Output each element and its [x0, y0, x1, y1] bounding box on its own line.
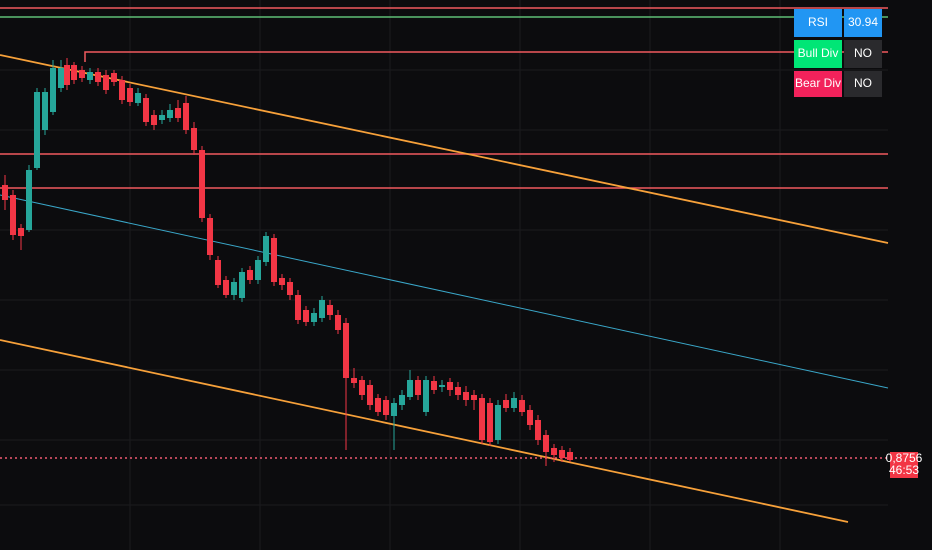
candle-body: [175, 108, 181, 118]
table-value: 30.94: [848, 15, 878, 29]
candle-body: [567, 452, 573, 460]
table-cell: [794, 40, 842, 68]
table-cell: [844, 9, 882, 37]
candle-body: [383, 400, 389, 415]
candle-body: [58, 68, 64, 88]
table-label: RSI: [808, 15, 828, 29]
candle-body: [375, 398, 381, 412]
candle-body: [263, 236, 269, 262]
candle-body: [111, 73, 117, 82]
candle-body: [10, 195, 16, 235]
candle-body: [367, 385, 373, 405]
candle-body: [247, 270, 253, 280]
candle-body: [407, 380, 413, 397]
candle-body: [527, 410, 533, 425]
table-value: NO: [854, 76, 872, 90]
candle-body: [135, 93, 141, 103]
candle-body: [231, 282, 237, 295]
table-label: Bear Div: [795, 76, 841, 90]
candles: [2, 58, 573, 466]
table-cell: [794, 9, 842, 37]
price-label: 0,8756 46:53: [886, 451, 923, 478]
candle-body: [34, 92, 40, 168]
candle-body: [503, 400, 509, 408]
candle-body: [495, 405, 501, 440]
candle-body: [79, 70, 85, 78]
candle-body: [303, 310, 309, 322]
candle-body: [519, 400, 525, 412]
candle-body: [103, 75, 109, 90]
candle-body: [26, 170, 32, 230]
table-cell: [844, 71, 882, 97]
candle-body: [439, 385, 445, 387]
candle-body: [551, 448, 557, 455]
candle-body: [127, 88, 133, 102]
resistance-line: [84, 51, 888, 62]
candle-body: [183, 103, 189, 130]
candle-body: [391, 403, 397, 416]
candle-body: [199, 150, 205, 218]
candle-body: [487, 403, 493, 442]
candle-body: [423, 380, 429, 412]
table-cell: [844, 40, 882, 68]
candle-body: [351, 378, 357, 383]
candle-body: [18, 228, 24, 236]
candle-body: [471, 395, 477, 400]
table-cell: [794, 71, 842, 97]
channel-upper: [0, 54, 889, 244]
indicator-table: RSI 30.94 Bull Div NO Bear Div NO: [794, 9, 882, 97]
candle-body: [2, 185, 8, 200]
candle-body: [71, 65, 77, 80]
candle-body: [335, 315, 341, 330]
candle-body: [87, 72, 93, 80]
candle-body: [215, 260, 221, 285]
candle-body: [191, 128, 197, 150]
candle-body: [447, 382, 453, 390]
channel-middle: [0, 194, 889, 389]
candle-body: [64, 65, 70, 85]
candle-body: [167, 110, 173, 118]
candle-body: [119, 80, 125, 100]
candle-body: [143, 98, 149, 122]
candle-body: [415, 380, 421, 395]
candle-body: [359, 380, 365, 395]
candle-body: [159, 115, 165, 120]
candle-body: [399, 395, 405, 405]
price-text: 0,8756: [886, 451, 923, 465]
candle-body: [295, 295, 301, 320]
candle-body: [151, 115, 157, 125]
candle-body: [271, 238, 277, 282]
candle-body: [327, 305, 333, 315]
candle-body: [479, 398, 485, 440]
candle-body: [42, 92, 48, 130]
candle-body: [50, 68, 56, 112]
candle-body: [287, 282, 293, 295]
table-value: NO: [854, 46, 872, 60]
candle-body: [319, 300, 325, 318]
countdown-text: 46:53: [889, 463, 919, 477]
candle-body: [311, 313, 317, 322]
candle-body: [343, 323, 349, 378]
table-label: Bull Div: [798, 46, 839, 60]
candle-body: [255, 260, 261, 280]
channel-lower: [0, 339, 849, 523]
candle-body: [535, 420, 541, 440]
candle-body: [95, 72, 101, 82]
price-label-bg: [890, 452, 918, 478]
candle-body: [463, 392, 469, 400]
candle-body: [207, 218, 213, 255]
candle-body: [543, 435, 549, 452]
candle-body: [559, 450, 565, 458]
candle-body: [279, 278, 285, 285]
candle-body: [455, 387, 461, 395]
candle-body: [223, 280, 229, 295]
candle-body: [511, 398, 517, 408]
candle-body: [431, 381, 437, 390]
candle-body: [239, 272, 245, 298]
